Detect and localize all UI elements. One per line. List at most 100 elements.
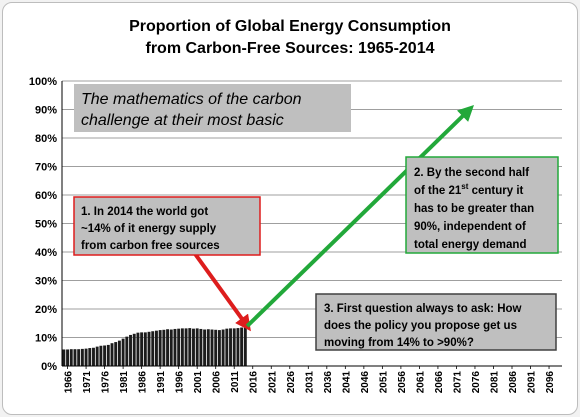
bar [243, 326, 247, 366]
green-arrow [245, 105, 474, 328]
bar [166, 329, 170, 366]
bar [217, 330, 221, 366]
bar [188, 328, 192, 366]
bar [114, 342, 118, 366]
x-tick-label: 1981 [119, 371, 130, 394]
note-2-line-3: has to be greater than [414, 203, 534, 215]
y-tick-label: 30% [35, 276, 57, 288]
x-tick-label: 1976 [101, 371, 112, 394]
bar [232, 328, 236, 366]
chart-title: Proportion of Global Energy Consumption [129, 18, 451, 35]
note-1-line-1: 1. In 2014 the world got [81, 206, 208, 218]
bar [136, 332, 140, 366]
chart-subtitle: from Carbon-Free Sources: 1965-2014 [146, 40, 435, 57]
y-tick-label: 0% [41, 361, 57, 373]
bar [192, 328, 195, 366]
bar [206, 329, 210, 366]
basic-callout-line-1: The mathematics of the carbon [81, 91, 302, 108]
bar [154, 330, 158, 366]
note-3-line-1: 3. First question always to ask: How [324, 303, 522, 315]
x-tick-label: 2091 [527, 371, 538, 394]
bar [88, 348, 92, 366]
x-tick-label: 2096 [545, 371, 556, 394]
x-tick-label: 2061 [415, 371, 426, 394]
bar [80, 348, 84, 366]
x-tick-label: 2006 [212, 371, 223, 394]
x-tick-label: 2071 [452, 371, 463, 394]
x-tick-label: 2001 [193, 371, 204, 394]
x-tick-label: 2026 [286, 371, 297, 394]
y-tick-label: 50% [35, 219, 57, 231]
bar [110, 343, 114, 366]
y-tick-label: 10% [35, 333, 57, 345]
bar [203, 329, 207, 366]
bar [103, 345, 107, 366]
x-tick-label: 1996 [175, 371, 186, 394]
bar [66, 349, 70, 366]
note-2-line-4: 90%, independent of [414, 221, 526, 233]
bar [84, 348, 88, 366]
y-tick-label: 40% [35, 247, 57, 259]
basic-callout-line-2: challenge at their most basic [81, 112, 284, 129]
y-tick-label: 70% [35, 162, 57, 174]
bar [225, 328, 229, 366]
bar [240, 327, 244, 366]
note-3-line-2: does the policy you propose get us [324, 320, 517, 332]
note-2-line-2-post: century it [468, 185, 523, 197]
x-tick-label: 1991 [156, 371, 167, 394]
x-tick-label: 1986 [138, 371, 149, 394]
bars [62, 326, 247, 366]
bar [177, 328, 181, 366]
y-tick-label: 80% [35, 133, 57, 145]
bar [221, 329, 225, 366]
x-tick-label: 2011 [230, 371, 241, 393]
note-3-box [315, 293, 557, 351]
note-2-line-2-pre: of the 21 [414, 185, 462, 197]
red-arrow [190, 247, 251, 332]
basic-callout-box [74, 84, 351, 132]
x-tick-label: 2046 [360, 371, 371, 394]
x-tick-label: 2081 [489, 371, 500, 394]
bar [158, 330, 162, 366]
bar [236, 328, 240, 366]
bar [129, 334, 132, 366]
y-tick-label: 90% [35, 105, 57, 117]
x-tick-label: 1966 [64, 371, 75, 394]
note-2-line-5: total energy demand [414, 239, 526, 251]
y-tick-label: 20% [35, 304, 57, 316]
bar [151, 331, 155, 366]
y-axis-ticks: 0% 10% 20% 30% 40% 50% 60% 70% 80% 90% 100% [29, 76, 57, 373]
bar [92, 347, 95, 366]
note-2-box [405, 156, 559, 254]
note-1-line-2: ~14% of it energy supply [81, 223, 217, 235]
bar [169, 329, 173, 366]
bar [106, 344, 110, 366]
bar [199, 328, 203, 366]
note-3-line-3: moving from 14% to >90%? [324, 337, 474, 349]
note-2-line-1: 2. By the second half [414, 167, 529, 179]
x-tick-label: 2036 [323, 371, 334, 394]
note-2-line-2: of the 21st century it [414, 182, 524, 197]
bar [125, 336, 129, 366]
bar [117, 340, 121, 366]
bar [95, 346, 99, 366]
y-tick-label: 100% [29, 76, 57, 88]
bar [73, 349, 77, 366]
x-tick-label: 2066 [434, 371, 445, 394]
x-tick-label: 2056 [397, 371, 408, 394]
x-tick-label: 2051 [378, 371, 389, 394]
bar [180, 328, 184, 366]
x-tick-label: 2031 [304, 371, 315, 394]
bar [210, 329, 214, 366]
x-tick-label: 2016 [249, 371, 260, 394]
bar [69, 349, 73, 366]
bar [147, 331, 151, 366]
bar [184, 328, 188, 366]
bar [62, 349, 66, 366]
x-axis-ticks: 1966 1971 1976 1981 1986 1991 1996 2001 2006 2011… [64, 366, 556, 393]
y-tick-label: 60% [35, 190, 57, 202]
x-tick-label: 2076 [471, 371, 482, 394]
bar [143, 332, 147, 366]
x-tick-label: 2021 [267, 371, 278, 394]
